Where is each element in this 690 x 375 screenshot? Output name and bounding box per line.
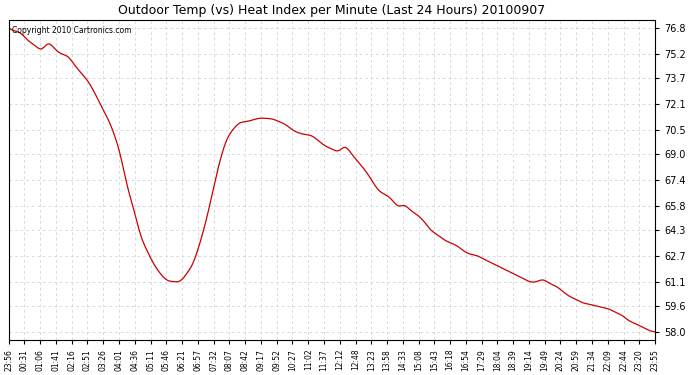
Text: Copyright 2010 Cartronics.com: Copyright 2010 Cartronics.com [12,26,131,35]
Title: Outdoor Temp (vs) Heat Index per Minute (Last 24 Hours) 20100907: Outdoor Temp (vs) Heat Index per Minute … [118,4,546,17]
